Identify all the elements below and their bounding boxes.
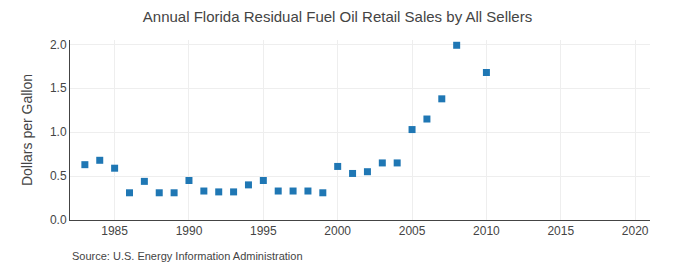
svg-text:Dollars per Gallon: Dollars per Gallon [19,74,35,186]
svg-text:2020: 2020 [622,224,649,238]
svg-text:2005: 2005 [399,224,426,238]
svg-text:Source: U.S. Energy Informatio: Source: U.S. Energy Information Administ… [72,250,303,262]
svg-text:1.5: 1.5 [50,81,67,95]
svg-text:1.0: 1.0 [50,125,67,139]
svg-text:2010: 2010 [473,224,500,238]
svg-text:2.0: 2.0 [50,38,67,52]
svg-text:1985: 1985 [101,224,128,238]
svg-text:0.0: 0.0 [50,213,67,227]
svg-text:1995: 1995 [250,224,277,238]
svg-text:2000: 2000 [324,224,351,238]
svg-text:Annual Florida Residual Fuel O: Annual Florida Residual Fuel Oil Retail … [143,8,532,25]
svg-text:2015: 2015 [547,224,574,238]
svg-text:0.5: 0.5 [50,169,67,183]
svg-text:1990: 1990 [176,224,203,238]
